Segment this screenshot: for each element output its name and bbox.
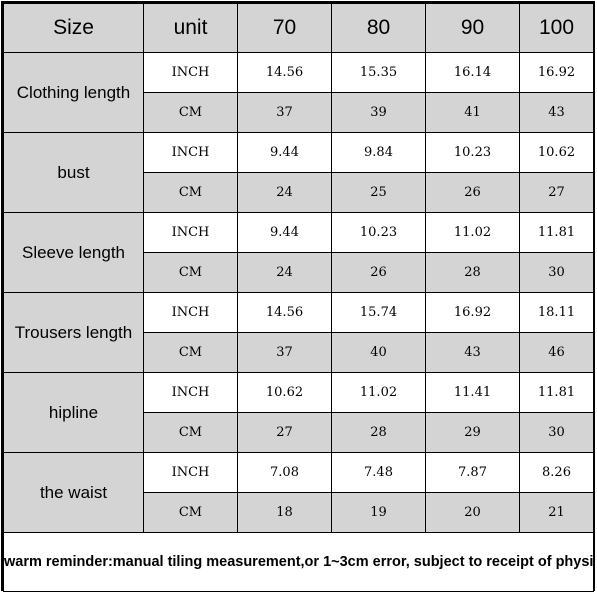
unit-cell: CM: [143, 492, 238, 533]
value-cell: 16.92: [425, 292, 520, 333]
row-label-sleeve-length: Sleeve length: [3, 212, 144, 293]
value-cell: 7.48: [331, 452, 426, 493]
value-cell: 14.56: [237, 292, 332, 333]
value-cell: 16.92: [519, 52, 594, 93]
header-row: Size unit 70 80 90 100: [3, 3, 594, 53]
table-row: Sleeve length INCH 9.44 10.23 11.02 11.8…: [3, 212, 594, 293]
unit-cell: INCH: [143, 372, 238, 413]
value-cell: 28: [331, 412, 426, 453]
size-70-header: 70: [237, 3, 332, 53]
value-cell: 20: [425, 492, 520, 533]
warm-reminder-note: warm reminder:manual tiling measurement,…: [3, 532, 594, 592]
unit-cell: CM: [143, 172, 238, 213]
value-cell: 41: [425, 92, 520, 133]
size-80-header: 80: [331, 3, 426, 53]
unit-cell: CM: [143, 252, 238, 293]
value-cell: 10.62: [519, 132, 594, 173]
unit-cell: INCH: [143, 52, 238, 93]
value-cell: 43: [425, 332, 520, 373]
value-cell: 21: [519, 492, 594, 533]
unit-header: unit: [143, 3, 238, 53]
size-header: Size: [3, 3, 144, 53]
table-row: the waist INCH 7.08 7.48 7.87 8.26: [3, 452, 594, 533]
value-cell: 11.81: [519, 372, 594, 413]
value-cell: 11.81: [519, 212, 594, 253]
unit-cell: CM: [143, 332, 238, 373]
row-label-bust: bust: [3, 132, 144, 213]
value-cell: 10.62: [237, 372, 332, 413]
value-cell: 37: [237, 92, 332, 133]
value-cell: 43: [519, 92, 594, 133]
value-cell: 11.02: [331, 372, 426, 413]
value-cell: 16.14: [425, 52, 520, 93]
unit-cell: INCH: [143, 292, 238, 333]
value-cell: 26: [425, 172, 520, 213]
value-cell: 40: [331, 332, 426, 373]
value-cell: 15.35: [331, 52, 426, 93]
table-row: bust INCH 9.44 9.84 10.23 10.62: [3, 132, 594, 213]
value-cell: 14.56: [237, 52, 332, 93]
table-row: Trousers length INCH 14.56 15.74 16.92 1…: [3, 292, 594, 373]
table-row: CM 18 19 20 21: [4, 492, 594, 533]
value-cell: 37: [237, 332, 332, 373]
value-cell: 26: [331, 252, 426, 293]
value-cell: 18: [237, 492, 332, 533]
table-row: CM 24 25 26 27: [4, 172, 594, 213]
unit-cell: CM: [143, 92, 238, 133]
table-row: Clothing length INCH 14.56 15.35 16.14 1…: [3, 52, 594, 133]
value-cell: 30: [519, 412, 594, 453]
unit-cell: INCH: [143, 212, 238, 253]
value-cell: 29: [425, 412, 520, 453]
table-row: CM 37 40 43 46: [4, 332, 594, 373]
value-cell: 8.26: [519, 452, 594, 493]
row-label-the-waist: the waist: [3, 452, 144, 533]
value-cell: 11.41: [425, 372, 520, 413]
row-label-clothing-length: Clothing length: [3, 52, 144, 133]
value-cell: 19: [331, 492, 426, 533]
unit-cell: CM: [143, 412, 238, 453]
value-cell: 27: [237, 412, 332, 453]
unit-cell: INCH: [143, 452, 238, 493]
value-cell: 46: [519, 332, 594, 373]
value-cell: 7.87: [425, 452, 520, 493]
value-cell: 11.02: [425, 212, 520, 253]
value-cell: 27: [519, 172, 594, 213]
value-cell: 9.84: [331, 132, 426, 173]
table-row: CM 27 28 29 30: [4, 412, 594, 453]
size-90-header: 90: [425, 3, 520, 53]
table-row: CM 37 39 41 43: [4, 92, 594, 133]
size-table: Size unit 70 80 90 100 Clothing length I…: [3, 3, 594, 592]
value-cell: 25: [331, 172, 426, 213]
value-cell: 7.08: [237, 452, 332, 493]
value-cell: 10.23: [331, 212, 426, 253]
value-cell: 18.11: [519, 292, 594, 333]
value-cell: 24: [237, 172, 332, 213]
unit-cell: INCH: [143, 132, 238, 173]
table-row: CM 24 26 28 30: [4, 252, 594, 293]
table-row: hipline INCH 10.62 11.02 11.41 11.81: [3, 372, 594, 453]
value-cell: 15.74: [331, 292, 426, 333]
value-cell: 30: [519, 252, 594, 293]
value-cell: 39: [331, 92, 426, 133]
note-row: warm reminder:manual tiling measurement,…: [3, 532, 594, 592]
value-cell: 10.23: [425, 132, 520, 173]
value-cell: 24: [237, 252, 332, 293]
value-cell: 9.44: [237, 132, 332, 173]
row-label-trousers-length: Trousers length: [3, 292, 144, 373]
value-cell: 9.44: [237, 212, 332, 253]
size-100-header: 100: [519, 3, 594, 53]
row-label-hipline: hipline: [3, 372, 144, 453]
value-cell: 28: [425, 252, 520, 293]
